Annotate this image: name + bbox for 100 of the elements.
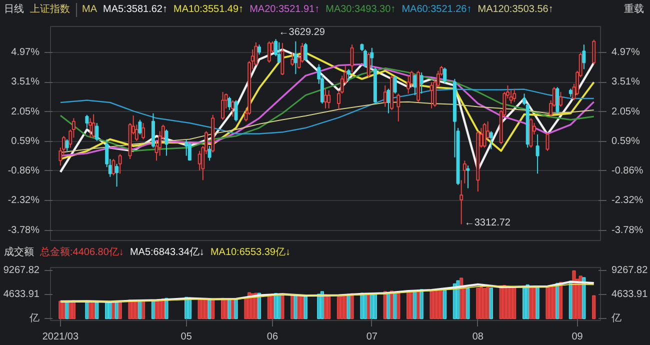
candlestick (208, 146, 212, 162)
bar (522, 288, 526, 320)
x-tick-label: 05 (180, 332, 192, 342)
bar (592, 295, 596, 320)
bar (489, 288, 493, 320)
legend-title: MA (76, 3, 97, 18)
bar (208, 299, 212, 320)
bar (430, 290, 434, 320)
candlestick (509, 90, 513, 104)
bar (476, 288, 480, 320)
bar (512, 287, 516, 320)
bar (536, 286, 540, 320)
text: MA30:3493.30↑ (326, 3, 396, 17)
candlestick (142, 122, 146, 140)
y-tick-label: -0.86% (8, 165, 40, 176)
y2-tick-label: 9267.82 (612, 265, 648, 276)
candlestick (536, 134, 540, 174)
candlestick (462, 160, 466, 184)
candlestick (396, 93, 400, 122)
candlestick (267, 40, 271, 64)
candlestick (420, 72, 424, 94)
y-tick-label: 3.51% (11, 76, 40, 88)
text: MA10:6553.39亿↓ (210, 246, 290, 260)
bar (546, 287, 550, 320)
bar (442, 290, 447, 320)
y2-tick-label: 0.59% (612, 136, 640, 148)
bar (350, 293, 354, 320)
bar (440, 290, 444, 320)
y2-tick-label: -2.32% (612, 195, 644, 206)
candlestick (234, 100, 238, 122)
candlestick (277, 42, 281, 64)
y-tick-label: -2.32% (8, 195, 40, 206)
candlestick (466, 165, 470, 189)
y-tick-label: 4633.91 (3, 289, 40, 300)
bar (582, 277, 586, 320)
candlestick (95, 122, 99, 142)
candlestick (512, 88, 516, 102)
bar (228, 298, 232, 320)
y-tick-label: 0.59% (11, 136, 40, 148)
bar (154, 300, 158, 320)
bar (396, 292, 400, 320)
candlestick (230, 100, 234, 118)
y2-tick-label: 2.05% (612, 106, 640, 118)
y2-tick-label: 3.51% (612, 76, 640, 88)
candlestick (546, 132, 550, 152)
bar (280, 294, 284, 320)
candlestick (65, 138, 69, 152)
x-tick-label: 09 (572, 332, 584, 342)
bar (211, 298, 215, 320)
bar (141, 300, 146, 320)
chart-title: 成交额 (4, 246, 34, 260)
bar (572, 270, 576, 320)
candlestick (294, 40, 298, 75)
candlestick (257, 44, 261, 56)
chart-title: 日线 (4, 3, 24, 17)
bar (297, 295, 301, 320)
bar (114, 302, 119, 320)
bar (326, 296, 331, 320)
candlestick (118, 154, 122, 174)
text: 重载 (624, 4, 644, 15)
bar (58, 300, 62, 320)
y-tick-label: 2.05% (11, 106, 40, 118)
candlestick (164, 129, 168, 156)
y-tick-label: 9267.82 (3, 265, 40, 276)
bar (370, 294, 374, 320)
candlestick (112, 158, 116, 176)
candlestick (184, 138, 188, 156)
x-tick-label: 07 (366, 332, 378, 342)
candlestick (221, 91, 225, 120)
y2-tick-label: 亿 (610, 313, 622, 324)
candlestick (228, 96, 232, 111)
y-tick-label: 4.97% (11, 47, 40, 58)
candlestick (489, 130, 493, 150)
y2-tick-label: -0.86% (612, 165, 644, 176)
candlestick (386, 88, 390, 114)
candlestick (413, 74, 417, 96)
bar (386, 293, 390, 320)
x-tick-label: 06 (266, 332, 278, 342)
candlestick (138, 119, 142, 135)
candlestick (366, 52, 370, 78)
text: MA5:3581.62↑ (103, 3, 168, 17)
candlestick (88, 118, 92, 138)
candlestick (556, 86, 560, 114)
y2-tick-label: 4.97% (612, 47, 640, 58)
candlestick (92, 114, 96, 138)
y2-tick-label: 4633.91 (612, 289, 648, 300)
y-tick-label: 亿 (28, 313, 40, 324)
candlestick (592, 39, 596, 65)
candlestick (430, 82, 434, 109)
y2-tick-label: -3.78% (612, 224, 644, 236)
bar (413, 291, 417, 320)
bar (366, 294, 370, 320)
bar (529, 286, 533, 320)
candlestick (115, 163, 119, 188)
bar (304, 295, 308, 320)
bar (112, 302, 116, 320)
candlestick (443, 67, 447, 84)
text: 总金额:4406.80亿↓ (40, 246, 124, 260)
candlestick (406, 75, 410, 94)
candlestick (559, 91, 562, 108)
